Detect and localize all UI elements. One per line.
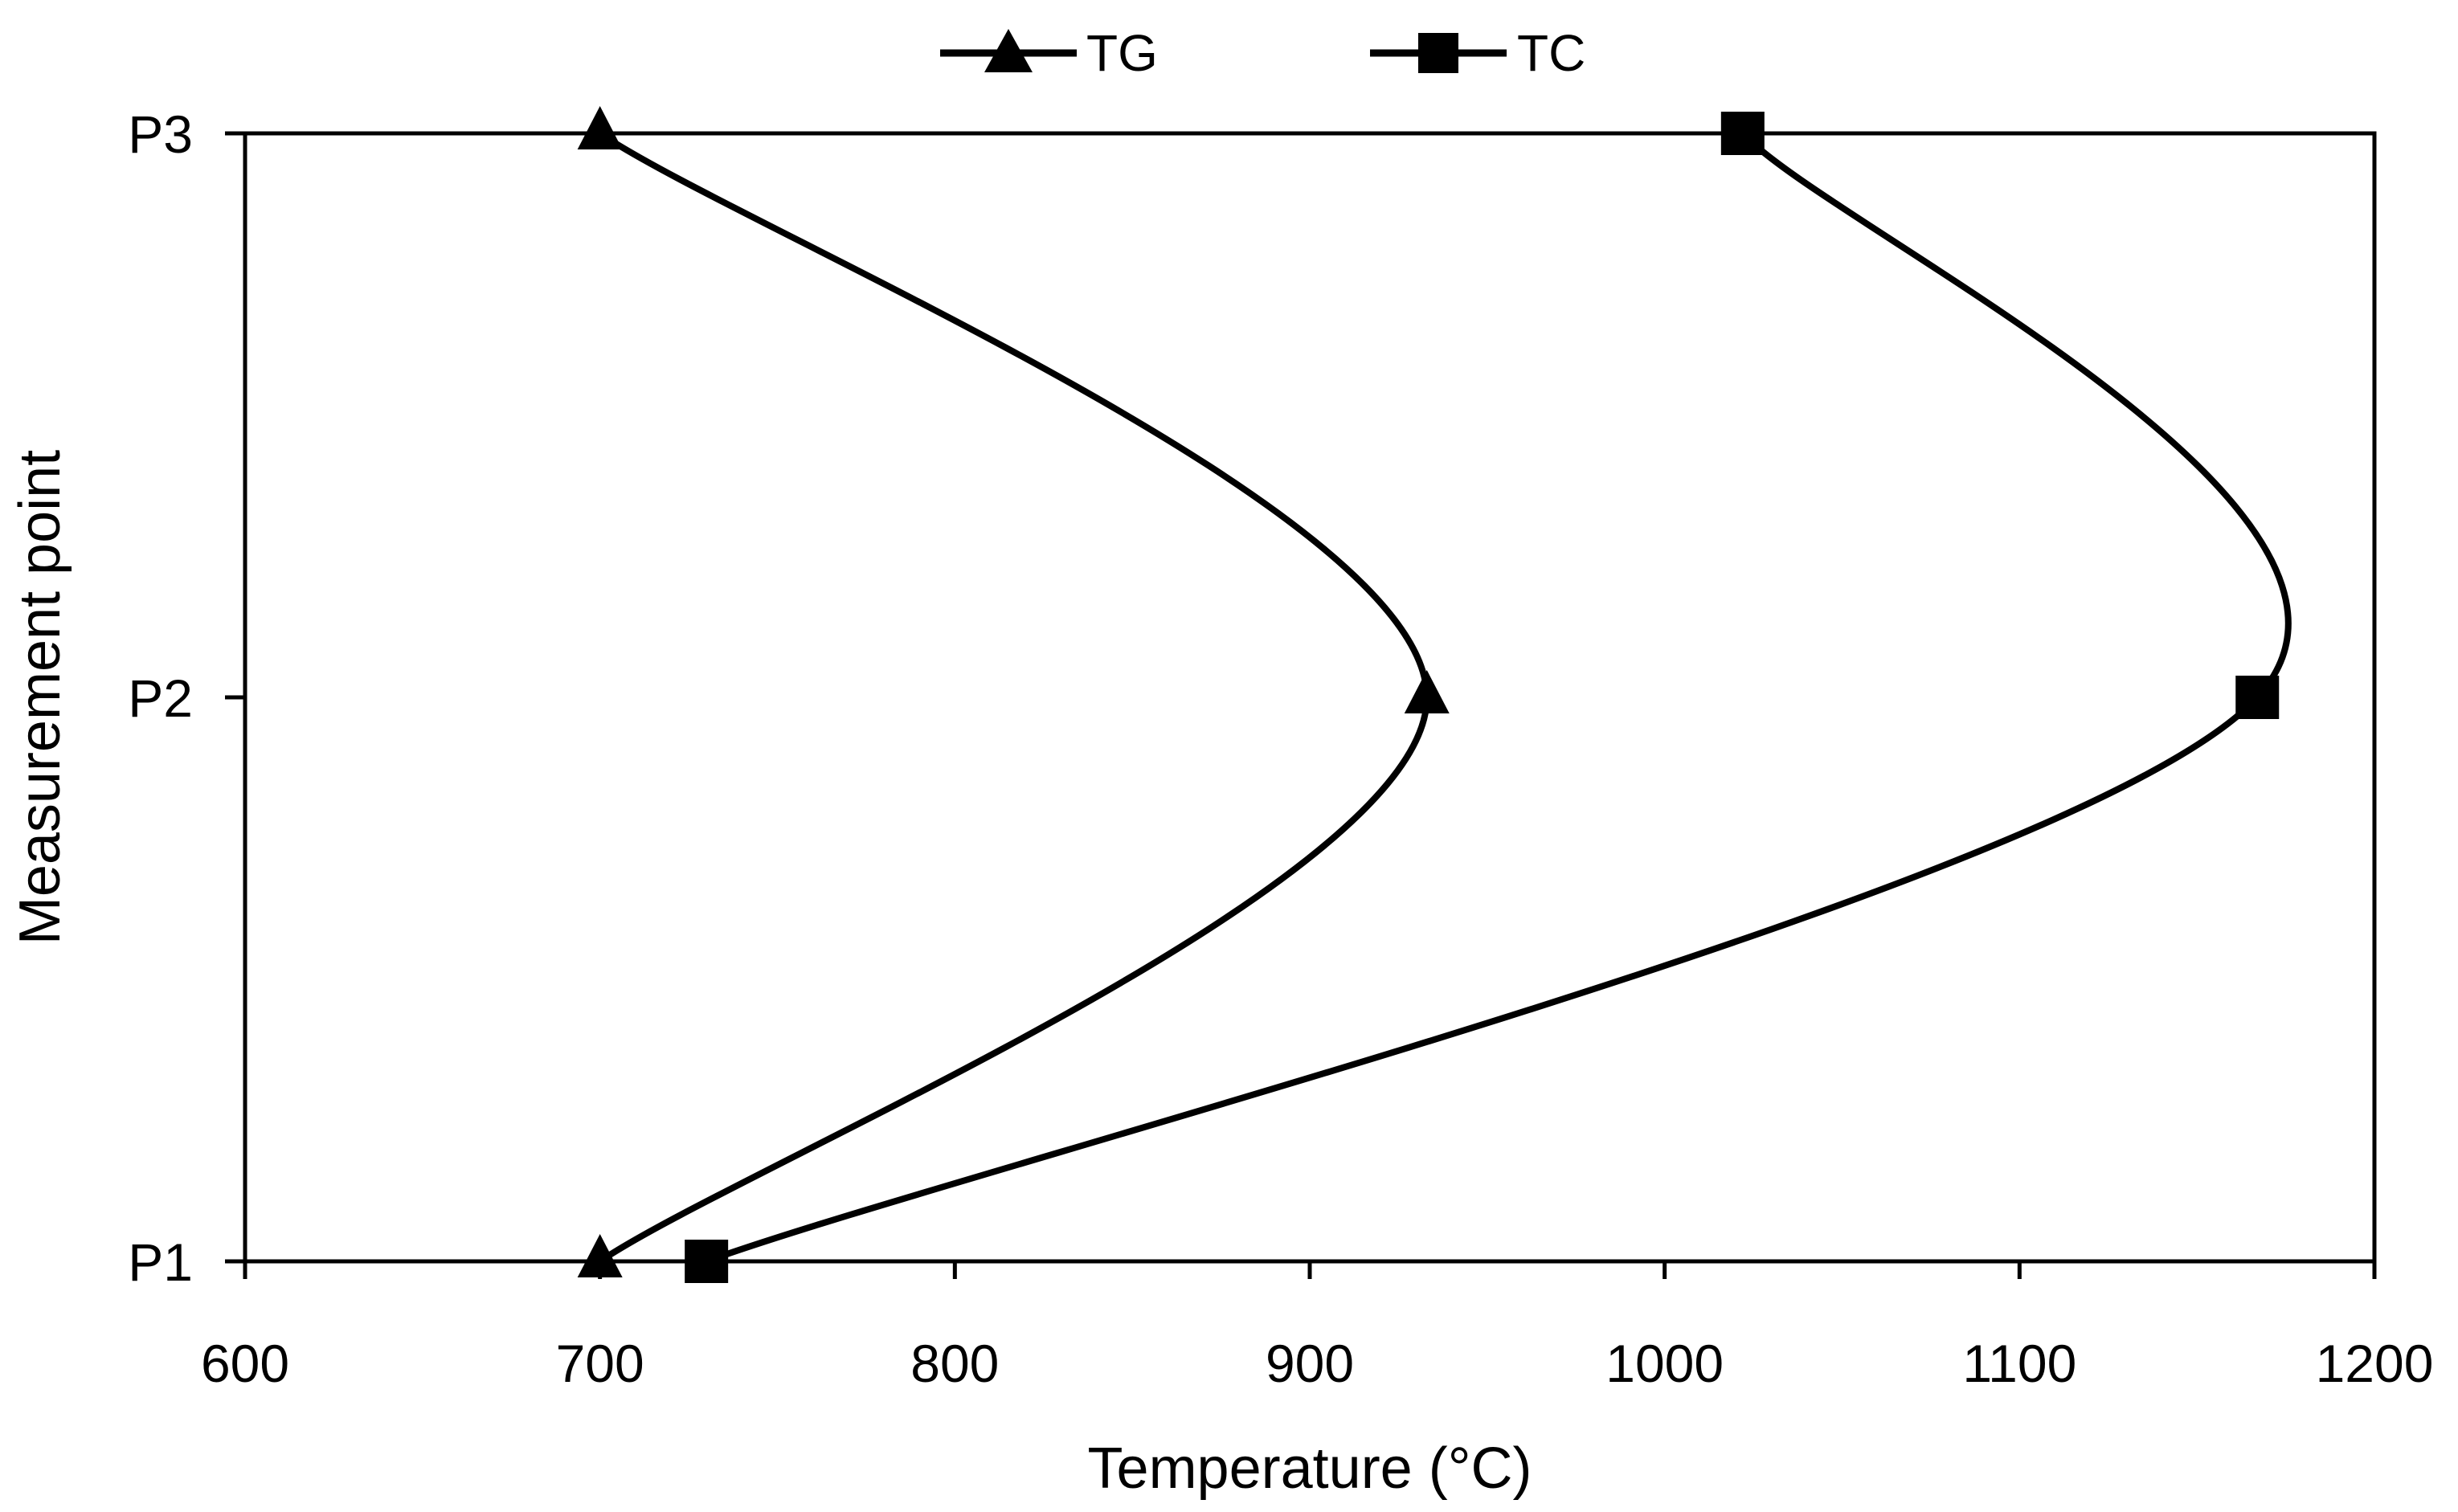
data-point-tg-p2 <box>1404 670 1450 713</box>
data-point-tc-p2 <box>2235 676 2280 719</box>
data-point-tg-p3 <box>577 106 623 149</box>
y-axis-label: Measurement point <box>8 450 72 945</box>
legend-marker-tc <box>1418 33 1458 73</box>
x-axis-ticks: 600 700 800 900 1000 1100 1200 <box>201 1261 2433 1393</box>
legend-label-tg: TG <box>1086 24 1158 82</box>
plot-area <box>243 131 2377 1264</box>
x-tick-label-1000: 1000 <box>1605 1334 1724 1393</box>
y-tick-label-p3: P3 <box>128 104 193 164</box>
data-point-tg-p1 <box>577 1234 623 1277</box>
x-axis-label: Temperature (°C) <box>1088 1436 1532 1501</box>
data-point-tc-p1 <box>685 1240 729 1283</box>
y-tick-label-p2: P2 <box>128 668 193 728</box>
x-tick-label-900: 900 <box>1266 1334 1354 1393</box>
legend-label-tc: TC <box>1517 24 1585 82</box>
x-tick-label-800: 800 <box>910 1334 999 1393</box>
x-tick-label-1200: 1200 <box>2316 1334 2434 1393</box>
x-tick-label-1100: 1100 <box>1962 1334 2076 1393</box>
x-tick-label-600: 600 <box>201 1334 289 1393</box>
y-tick-label-p1: P1 <box>128 1232 193 1292</box>
series-layer <box>577 106 2292 1283</box>
series-line-tc <box>703 130 2292 1265</box>
x-tick-label-700: 700 <box>556 1334 644 1393</box>
legend: TG TC <box>940 24 1585 82</box>
y-axis-ticks: P1 P2 P3 <box>128 104 245 1292</box>
data-point-tc-p3 <box>1720 112 1765 155</box>
legend-marker-tg <box>984 29 1033 72</box>
series-line-tg <box>596 130 1430 1265</box>
